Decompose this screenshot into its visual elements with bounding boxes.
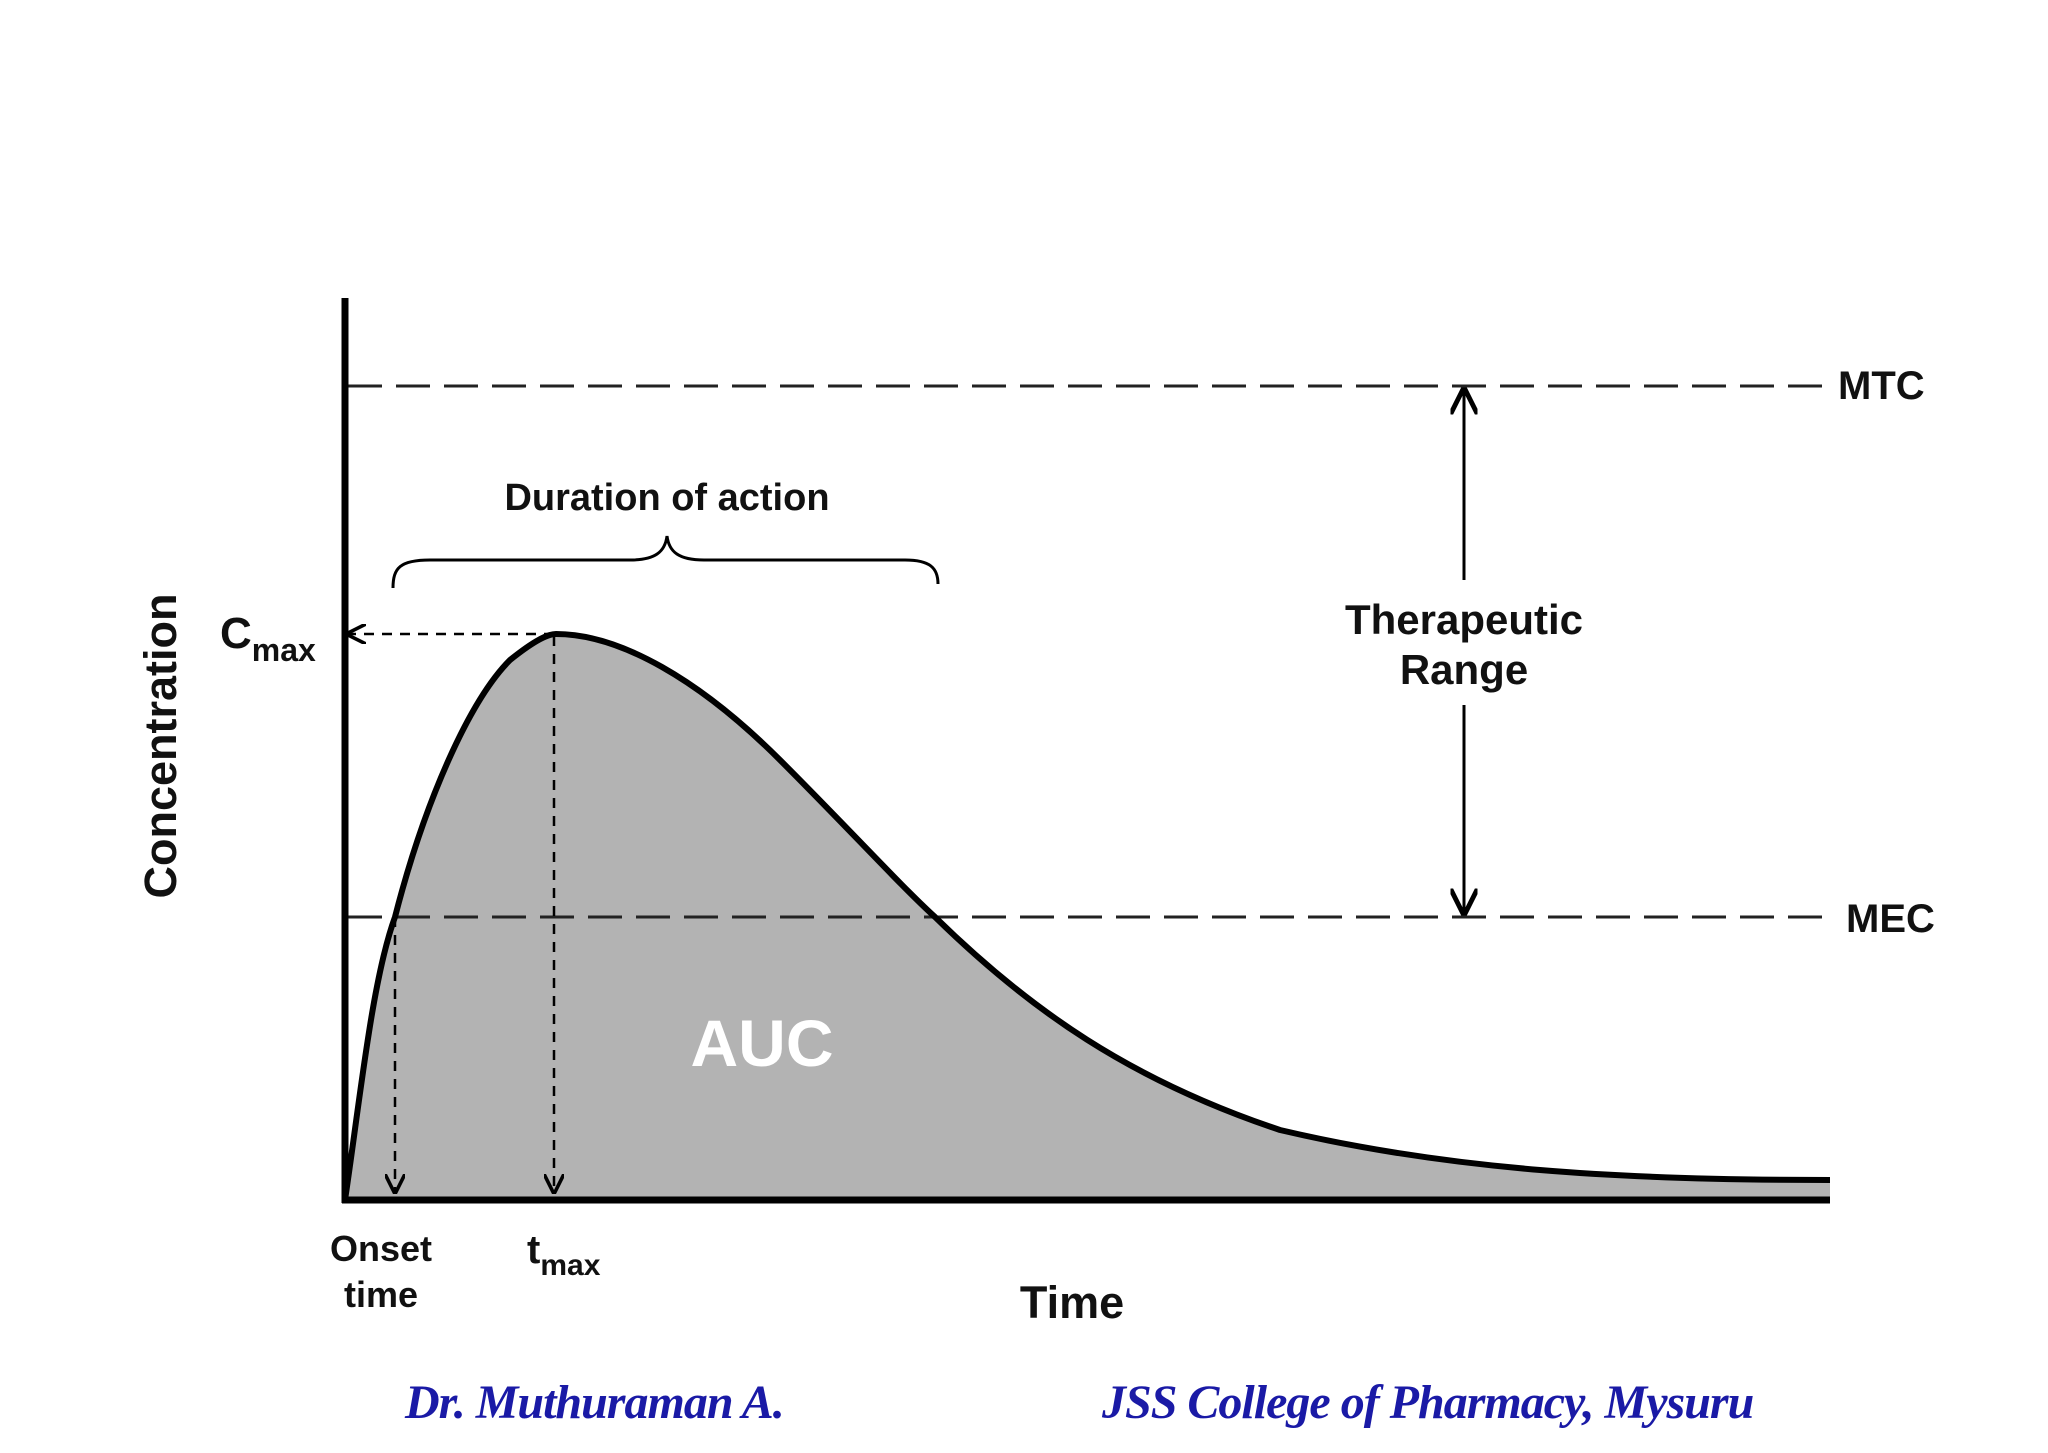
- footer-author: Dr. Muthuraman A.: [405, 1376, 785, 1429]
- tmax-label: tmax: [527, 1228, 601, 1282]
- footer-college: JSS College of Pharmacy, Mysuru: [1102, 1376, 1754, 1429]
- mec-label: MEC: [1846, 897, 1935, 941]
- auc-area: [345, 634, 1830, 1200]
- onset-label-line2: time: [344, 1274, 418, 1315]
- y-axis-label: Concentration: [135, 593, 186, 898]
- onset-label-line1: Onset: [330, 1228, 432, 1269]
- tmax-sub: max: [540, 1249, 600, 1282]
- therapeutic-range-line1: Therapeutic: [1345, 596, 1583, 643]
- mtc-label: MTC: [1838, 364, 1925, 408]
- x-axis-label: Time: [1020, 1277, 1124, 1328]
- cmax-main: C: [220, 609, 252, 658]
- duration-brace: [391, 535, 940, 589]
- tmax-main: t: [527, 1228, 540, 1272]
- cmax-label: Cmax: [220, 609, 316, 668]
- cmax-sub: max: [252, 632, 316, 668]
- duration-label: Duration of action: [504, 477, 829, 519]
- auc-label: AUC: [691, 1006, 834, 1080]
- therapeutic-range-line2: Range: [1400, 646, 1528, 693]
- concentration-curve: [342, 631, 1831, 1201]
